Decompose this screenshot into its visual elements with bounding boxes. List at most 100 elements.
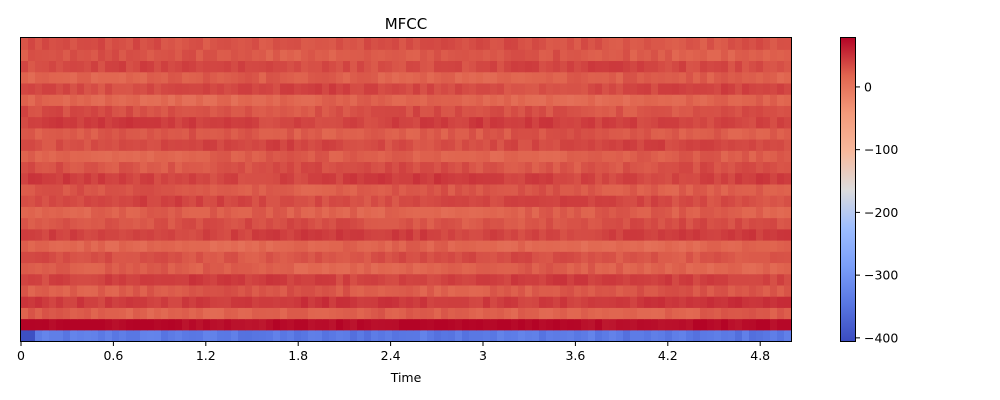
- heatmap-cell: [588, 82, 596, 95]
- heatmap-cell: [147, 195, 155, 207]
- heatmap-cell: [175, 217, 183, 230]
- heatmap-cell: [749, 161, 757, 174]
- heatmap-cell: [630, 116, 638, 129]
- heatmap-cell: [133, 307, 141, 320]
- heatmap-cell: [483, 49, 491, 62]
- heatmap-cell: [700, 82, 708, 95]
- heatmap-cell: [420, 150, 428, 163]
- heatmap-cell: [714, 71, 722, 84]
- heatmap-cell: [658, 217, 666, 230]
- heatmap-cell: [287, 284, 295, 297]
- heatmap-cell: [245, 318, 253, 331]
- heatmap-cell: [245, 150, 253, 163]
- heatmap-cell: [203, 240, 211, 252]
- heatmap-cell: [756, 307, 764, 320]
- heatmap-cell: [434, 296, 442, 308]
- heatmap-cell: [182, 195, 190, 207]
- heatmap-cell: [462, 273, 470, 286]
- heatmap-cell: [532, 139, 540, 151]
- heatmap-cell: [567, 82, 575, 95]
- heatmap-cell: [252, 195, 260, 207]
- heatmap-cell: [140, 105, 148, 118]
- heatmap-cell: [280, 139, 288, 151]
- heatmap-cell: [413, 329, 421, 342]
- heatmap-cell: [532, 228, 540, 241]
- heatmap-cell: [280, 82, 288, 95]
- heatmap-cell: [483, 318, 491, 331]
- heatmap-cell: [301, 183, 309, 196]
- heatmap-cell: [112, 116, 120, 129]
- heatmap-cell: [658, 49, 666, 62]
- heatmap-cell: [609, 228, 617, 241]
- heatmap-cell: [168, 195, 176, 207]
- heatmap-cell: [182, 273, 190, 286]
- chart-title: MFCC: [385, 15, 428, 33]
- heatmap-cell: [630, 273, 638, 286]
- heatmap-cell: [623, 127, 631, 140]
- heatmap-cell: [504, 183, 512, 196]
- heatmap-cell: [651, 195, 659, 207]
- heatmap-cell: [658, 105, 666, 118]
- heatmap-cell: [98, 329, 106, 342]
- heatmap-cell: [574, 262, 582, 275]
- heatmap-cell: [553, 105, 561, 118]
- heatmap-cell: [658, 116, 666, 129]
- heatmap-cell: [707, 116, 715, 129]
- heatmap-cell: [357, 105, 365, 118]
- heatmap-cell: [665, 251, 673, 264]
- heatmap-cell: [77, 273, 85, 286]
- heatmap-cell: [147, 161, 155, 174]
- heatmap-cell: [168, 105, 176, 118]
- heatmap-cell: [665, 183, 673, 196]
- heatmap-cell: [413, 172, 421, 185]
- heatmap-cell: [693, 195, 701, 207]
- heatmap-cell: [448, 71, 456, 84]
- heatmap-cell: [553, 262, 561, 275]
- heatmap-cell: [224, 71, 232, 84]
- heatmap-cell: [406, 172, 414, 185]
- heatmap-cell: [35, 116, 43, 129]
- heatmap-cell: [420, 161, 428, 174]
- heatmap-cell: [147, 284, 155, 297]
- heatmap-cell: [749, 172, 757, 185]
- heatmap-cell: [420, 71, 428, 84]
- heatmap-cell: [427, 105, 435, 118]
- heatmap-cell: [140, 150, 148, 163]
- heatmap-cell: [700, 38, 708, 50]
- heatmap-cell: [763, 38, 771, 50]
- heatmap-cell: [308, 71, 316, 84]
- heatmap-cell: [602, 296, 610, 308]
- heatmap-cell: [336, 206, 344, 219]
- heatmap-cell: [518, 228, 526, 241]
- x-tick-label: 0.6: [103, 348, 123, 363]
- heatmap-cell: [329, 150, 337, 163]
- heatmap-cell: [539, 318, 547, 331]
- heatmap-cell: [672, 150, 680, 163]
- heatmap-cell: [770, 228, 778, 241]
- heatmap-cell: [28, 172, 36, 185]
- heatmap-cell: [140, 273, 148, 286]
- heatmap-cell: [126, 195, 134, 207]
- heatmap-cell: [567, 296, 575, 308]
- heatmap-cell: [714, 262, 722, 275]
- heatmap-cell: [266, 195, 274, 207]
- heatmap-cell: [154, 329, 162, 342]
- heatmap-cell: [189, 139, 197, 151]
- heatmap-cell: [63, 284, 71, 297]
- heatmap-cell: [658, 206, 666, 219]
- heatmap-cell: [483, 228, 491, 241]
- heatmap-cell: [728, 296, 736, 308]
- heatmap-cell: [518, 217, 526, 230]
- heatmap-cell: [399, 262, 407, 275]
- heatmap-cell: [434, 240, 442, 252]
- heatmap-cell: [161, 284, 169, 297]
- heatmap-cell: [336, 161, 344, 174]
- heatmap-cell: [672, 240, 680, 252]
- heatmap-cell: [147, 240, 155, 252]
- heatmap-cell: [546, 71, 554, 84]
- heatmap-cell: [630, 217, 638, 230]
- heatmap-cell: [511, 262, 519, 275]
- heatmap-cell: [462, 251, 470, 264]
- heatmap-cell: [539, 273, 547, 286]
- heatmap-cell: [672, 318, 680, 331]
